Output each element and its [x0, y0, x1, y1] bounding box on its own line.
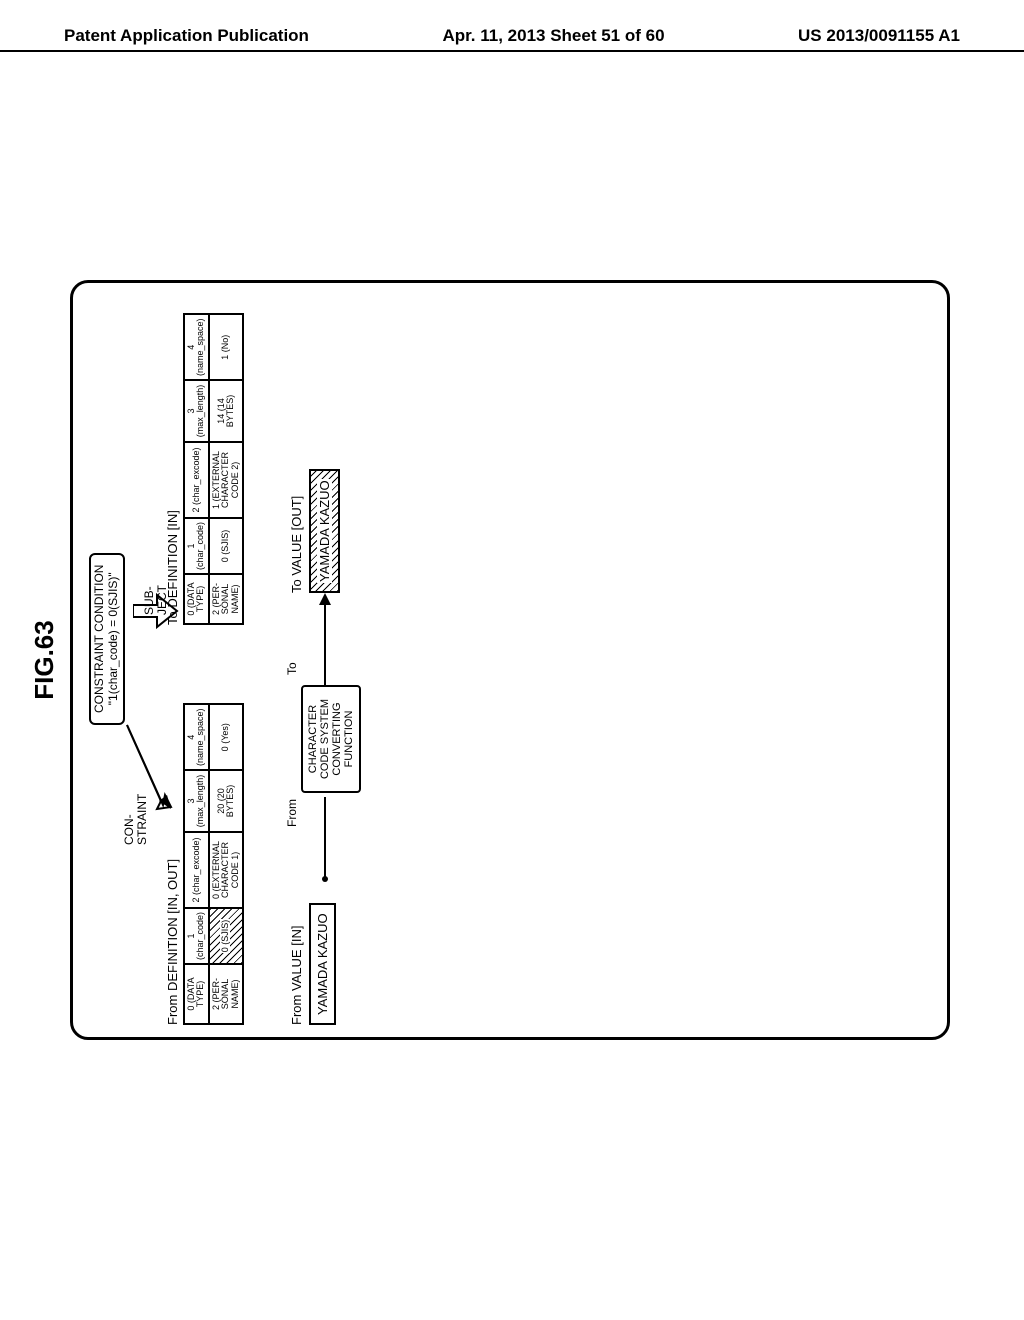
- header-right: US 2013/0091155 A1: [794, 26, 964, 46]
- table-header: 3 (max_length): [184, 380, 209, 442]
- func-to-label: To: [285, 662, 299, 675]
- from-definition-label: From DEFINITION [IN, OUT]: [165, 859, 180, 1025]
- table-cell: 14 (14 BYTES): [209, 380, 243, 442]
- constraint-condition-box: CONSTRAINT CONDITION "1(char_code) = 0(S…: [89, 553, 125, 725]
- table-cell: 0 (Yes): [209, 704, 243, 770]
- table-header: 4 (name_space): [184, 704, 209, 770]
- table-header: 0 (DATA TYPE): [184, 574, 209, 624]
- to-definition-label: To DEFINITION [IN]: [165, 510, 180, 625]
- table-cell: 1 (EXTERNAL CHARACTER CODE 2): [209, 442, 243, 518]
- table-header: 2 (char_excode): [184, 832, 209, 908]
- func-from-label: From: [285, 799, 299, 827]
- table-row-label: 2 (PER-SONAL NAME): [209, 964, 243, 1024]
- figure-panel: FIG.63 CONSTRAINT CONDITION "1(char_code…: [70, 280, 950, 1040]
- header-left: Patent Application Publication: [60, 26, 313, 46]
- constraint-arrow-label: CON- STRAINT: [123, 794, 148, 845]
- constraint-title: CONSTRAINT CONDITION: [93, 565, 107, 713]
- table-cell: 1 (No): [209, 314, 243, 380]
- to-value-label: To VALUE [OUT]: [289, 496, 304, 593]
- table-header: 4 (name_space): [184, 314, 209, 380]
- constraint-expr: "1(char_code) = 0(SJIS)": [107, 565, 121, 713]
- from-value-label: From VALUE [IN]: [289, 926, 304, 1025]
- page-header: Patent Application Publication Apr. 11, …: [0, 50, 1024, 56]
- figure-title: FIG.63: [29, 620, 60, 699]
- table-cell: 0 (SJIS): [209, 518, 243, 574]
- table-header: 2 (char_excode): [184, 442, 209, 518]
- arrow-to-value: [315, 593, 335, 685]
- table-cell: 0 (EXTERNAL CHARACTER CODE 1): [209, 832, 243, 908]
- to-value-box: YAMADA KAZUO: [309, 469, 340, 593]
- arrow-from-value: [315, 793, 335, 885]
- header-center: Apr. 11, 2013 Sheet 51 of 60: [438, 26, 668, 46]
- from-definition-table: 0 (DATA TYPE)1 (char_code)2 (char_excode…: [183, 703, 244, 1025]
- table-cell: 0 (SJIS): [209, 908, 243, 964]
- table-header: 1 (char_code): [184, 518, 209, 574]
- from-value-box: YAMADA KAZUO: [309, 903, 336, 1025]
- table-header: 0 (DATA TYPE): [184, 964, 209, 1024]
- table-header: 3 (max_length): [184, 770, 209, 832]
- table-cell: 20 (20 BYTES): [209, 770, 243, 832]
- function-box: CHARACTER CODE SYSTEM CONVERTING FUNCTIO…: [301, 685, 361, 793]
- table-header: 1 (char_code): [184, 908, 209, 964]
- to-definition-table: 0 (DATA TYPE)1 (char_code)2 (char_excode…: [183, 313, 244, 625]
- table-row-label: 2 (PER-SONAL NAME): [209, 574, 243, 624]
